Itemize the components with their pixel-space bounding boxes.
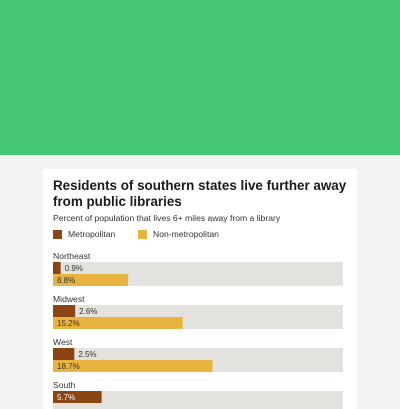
bar-chart: Northeast 0.9% 8.8% Midwest 2.6% 15.2% West 2.5… [53,251,343,409]
bar-track-south-non-metropolitan [53,403,343,409]
bar-west-non-metropolitan [53,360,213,372]
bar-midwest-metropolitan [53,305,76,317]
bar-west-metropolitan [53,348,75,360]
data-label-south-metropolitan: 5.7% [57,393,75,402]
bar-northeast-non-metropolitan [53,274,129,286]
chart-subtitle: Percent of population that lives 6+ mile… [53,213,281,223]
legend-label-non-metropolitan: Non-metropolitan [153,229,219,239]
bar-midwest-non-metropolitan [53,317,183,329]
data-label-northeast-non-metropolitan: 8.8% [57,276,75,285]
category-label-south: South [53,380,76,390]
category-label-northeast: Northeast [53,251,91,261]
chart-card: Residents of southern states live furthe… [43,169,357,409]
legend-swatch-metropolitan [53,230,62,239]
data-label-west-non-metropolitan: 18.7% [57,362,80,371]
category-label-west: West [53,337,73,347]
data-label-west-metropolitan: 2.5% [78,350,96,359]
bar-track-west-metropolitan [53,348,343,360]
legend-swatch-non-metropolitan [138,230,147,239]
data-label-midwest-metropolitan: 2.6% [79,307,97,316]
legend-label-metropolitan: Metropolitan [68,229,116,239]
chart-title: Residents of southern states live furthe… [53,178,347,209]
green-header-banner [0,0,400,155]
bar-northeast-metropolitan [53,262,61,274]
category-label-midwest: Midwest [53,294,85,304]
bar-track-northeast-metropolitan [53,262,343,274]
bar-track-midwest-metropolitan [53,305,343,317]
data-label-midwest-non-metropolitan: 15.2% [57,319,80,328]
data-label-northeast-metropolitan: 0.9% [65,264,83,273]
